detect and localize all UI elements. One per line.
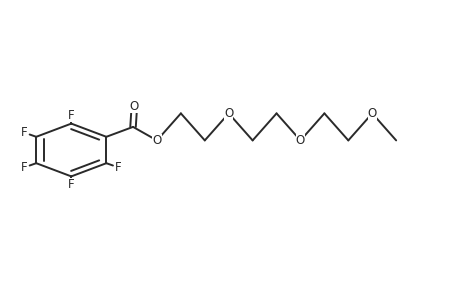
Text: O: O <box>152 134 161 147</box>
Text: F: F <box>21 161 28 174</box>
Text: O: O <box>367 107 376 120</box>
Text: F: F <box>21 126 28 139</box>
Text: O: O <box>224 107 233 120</box>
Text: F: F <box>68 109 74 122</box>
Text: F: F <box>115 161 121 174</box>
Text: O: O <box>129 100 138 113</box>
Text: O: O <box>295 134 304 147</box>
Text: F: F <box>68 178 74 191</box>
